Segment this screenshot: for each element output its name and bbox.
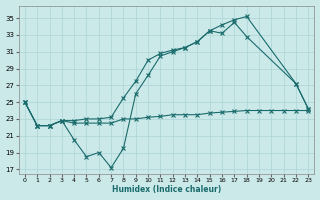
X-axis label: Humidex (Indice chaleur): Humidex (Indice chaleur) bbox=[112, 185, 221, 194]
